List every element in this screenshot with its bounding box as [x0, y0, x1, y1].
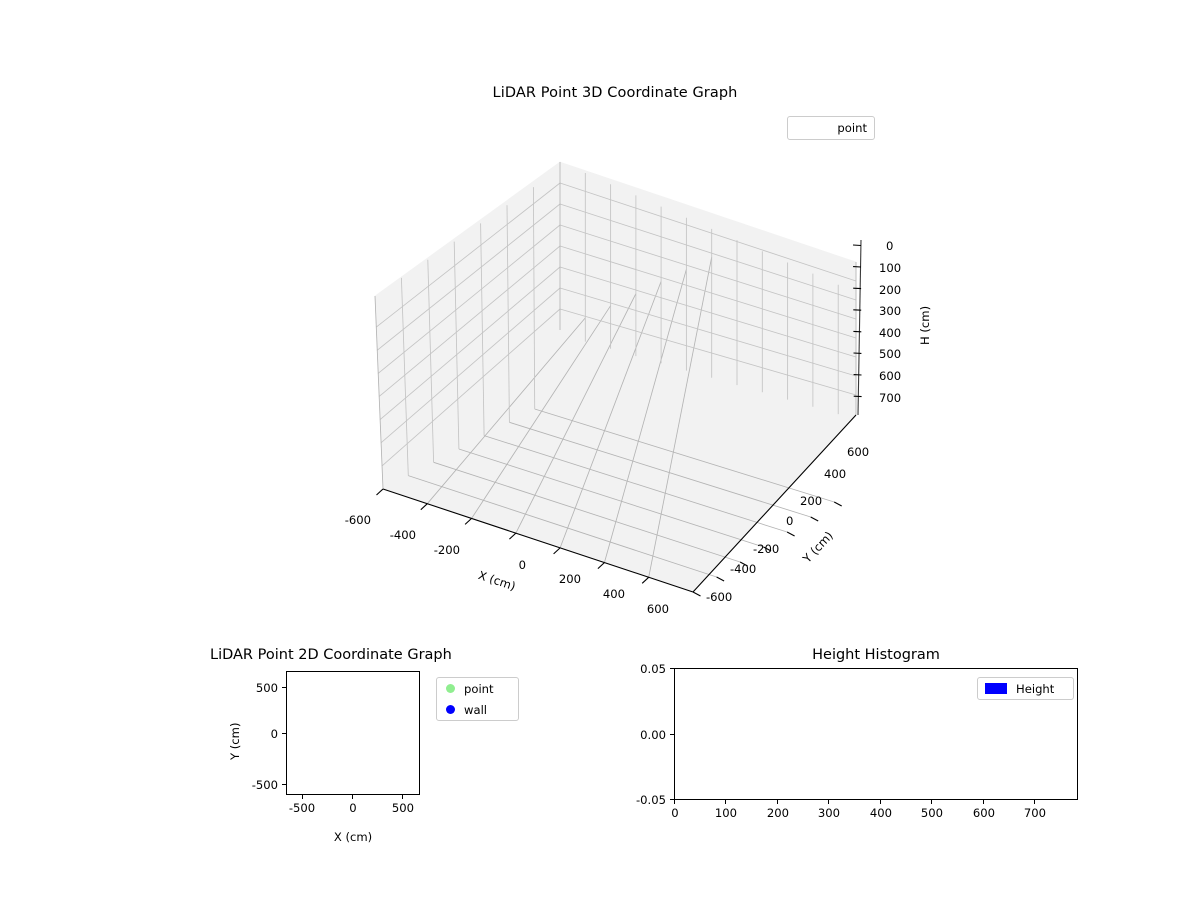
- legend-label-wall: wall: [464, 702, 488, 717]
- histogram-ytick-2: -0.05: [636, 793, 666, 807]
- plot2d-xlabel: X (cm): [333, 830, 373, 844]
- plot3d-ytick-2: -200: [753, 542, 780, 556]
- height-patch-icon: [985, 683, 1007, 694]
- plot3d-ytick-4: 200: [800, 494, 823, 508]
- histogram-ytick-mark-1: [670, 734, 674, 736]
- histogram-ytick-mark-2: [670, 799, 674, 801]
- plot2d-xtick-0: -500: [288, 801, 316, 815]
- histogram-legend[interactable]: Height: [977, 677, 1074, 700]
- plot3d-ytick-5: 400: [824, 467, 847, 481]
- plot3d-ztick-1: 100: [879, 261, 902, 275]
- plot3d-ytick-1: -400: [730, 562, 757, 576]
- plot2d-ytick-1: 0: [270, 727, 278, 741]
- plot3d-xtick-6: 600: [646, 602, 669, 616]
- histogram-xtick-7: 700: [1023, 806, 1047, 820]
- plot3d-xtick-3: 0: [518, 558, 526, 572]
- plot3d-legend[interactable]: point: [787, 116, 875, 140]
- plot3d-xtick-5: 400: [602, 587, 625, 601]
- histogram-xtick-mark-2: [777, 800, 779, 804]
- legend-label-point: point: [464, 681, 494, 696]
- plot3d-ztick-7: 700: [879, 391, 902, 405]
- histogram-xtick-mark-0: [674, 800, 676, 804]
- plot2d-ytick-2: -500: [251, 778, 278, 792]
- plot3d-ytick-0: -600: [706, 590, 733, 604]
- plot2d-axes[interactable]: [286, 671, 420, 795]
- plot2d-ytick-mark-0: [282, 687, 286, 689]
- legend-item-point[interactable]: point: [437, 678, 518, 699]
- histogram-ytick-mark-0: [670, 668, 674, 670]
- plot3d-ztick-3: 300: [879, 304, 902, 318]
- histogram-xtick-mark-6: [983, 800, 985, 804]
- plot2d-ylabel: Y (cm): [228, 722, 242, 760]
- legend-label-point: point: [837, 121, 867, 135]
- plot2d-ytick-mark-2: [282, 784, 286, 786]
- wall-marker-icon: [444, 705, 456, 714]
- legend-label-height: Height: [1016, 681, 1055, 696]
- plot3d-title: LiDAR Point 3D Coordinate Graph: [492, 85, 738, 101]
- histogram-xtick-3: 300: [817, 806, 841, 820]
- plot2d-ytick-0: 500: [255, 681, 278, 695]
- plot3d-xtick-4: 200: [558, 572, 581, 586]
- histogram-xtick-5: 500: [920, 806, 944, 820]
- plot2d-ytick-mark-1: [282, 733, 286, 735]
- histogram-title: Height Histogram: [812, 647, 940, 663]
- histogram-xtick-mark-5: [931, 800, 933, 804]
- histogram-xtick-mark-3: [828, 800, 830, 804]
- histogram-xtick-mark-4: [880, 800, 882, 804]
- plot2d-xtick-mark-1: [352, 795, 354, 799]
- plot2d-title: LiDAR Point 2D Coordinate Graph: [210, 647, 452, 663]
- plot3d-xtick-1: -400: [389, 528, 416, 542]
- plot3d-ytick-3: 0: [786, 514, 794, 528]
- histogram-ytick-0: 0.05: [640, 662, 666, 676]
- histogram-xtick-2: 200: [766, 806, 790, 820]
- plot3d-ztick-0: 0: [886, 239, 894, 253]
- histogram-xtick-0: 0: [671, 806, 679, 820]
- histogram-xtick-mark-1: [725, 800, 727, 804]
- legend-item-point[interactable]: point: [788, 117, 874, 139]
- plot3d-ytick-6: 600: [847, 445, 870, 459]
- plot2d-xtick-mark-0: [302, 795, 304, 799]
- plot3d-xtick-2: -200: [433, 543, 460, 557]
- plot3d-zlabel: H (cm): [918, 305, 932, 345]
- histogram-xtick-1: 100: [714, 806, 738, 820]
- plot3d-ztick-4: 400: [879, 326, 902, 340]
- plot2d-xtick-2: 500: [391, 801, 415, 815]
- legend-item-wall[interactable]: wall: [437, 699, 518, 720]
- histogram-xtick-4: 400: [869, 806, 893, 820]
- plot3d-ztick-2: 200: [879, 283, 902, 297]
- plot3d-ylabel: Y (cm): [800, 528, 836, 566]
- plot2d-xtick-1: 0: [349, 801, 357, 815]
- histogram-xtick-6: 600: [972, 806, 996, 820]
- plot2d-legend[interactable]: point wall: [436, 677, 519, 721]
- plot2d-xtick-mark-2: [402, 795, 404, 799]
- histogram-ytick-1: 0.00: [640, 728, 666, 742]
- plot3d-ztick-5: 500: [879, 347, 902, 361]
- point-marker-icon: [444, 684, 456, 693]
- plot3d-xlabel: X (cm): [476, 568, 518, 594]
- histogram-xtick-mark-7: [1034, 800, 1036, 804]
- legend-item-height[interactable]: Height: [978, 678, 1073, 699]
- plot3d-xtick-0: -600: [344, 513, 371, 527]
- plot3d-ztick-6: 600: [879, 369, 902, 383]
